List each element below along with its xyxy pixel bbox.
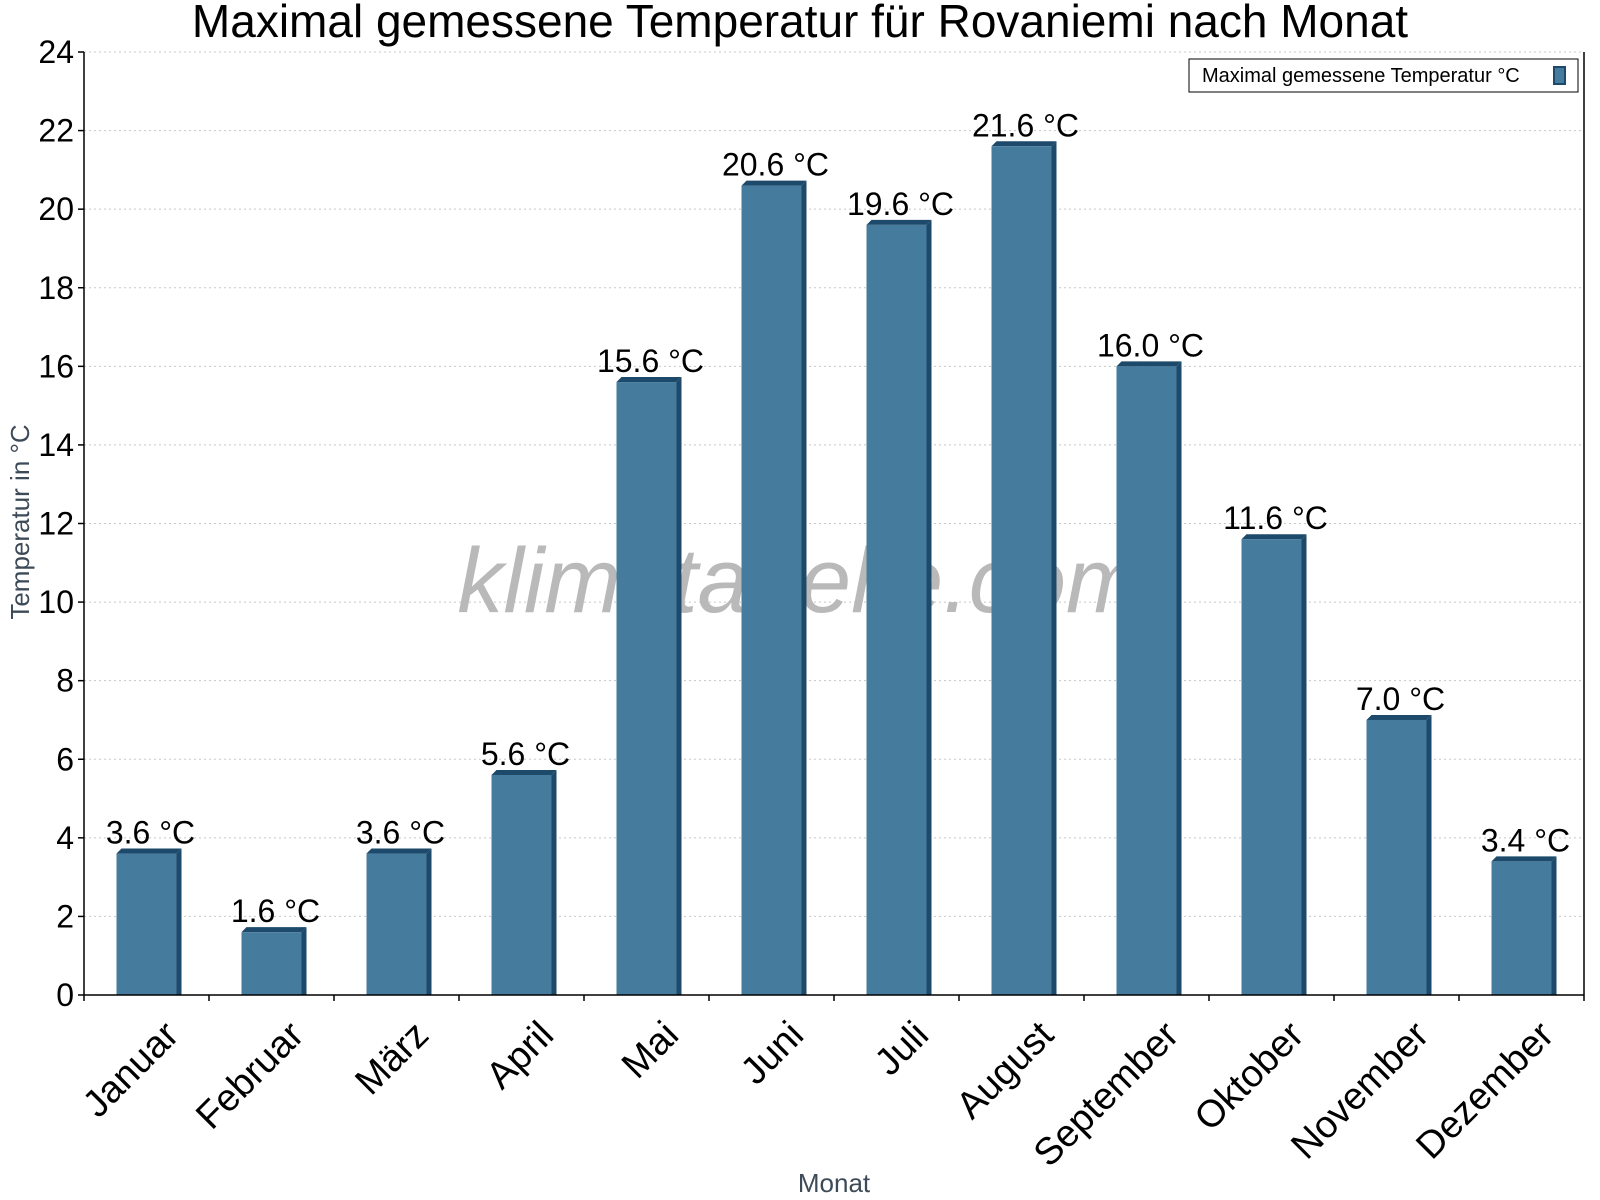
value-label: 11.6 °C — [1223, 500, 1328, 536]
y-tick-label: 10 — [38, 584, 74, 620]
x-tick-label: August — [949, 1014, 1063, 1128]
y-tick-label: 14 — [38, 427, 74, 463]
bar-top — [366, 848, 432, 854]
bar-top — [1241, 534, 1307, 540]
bar-side — [551, 769, 557, 995]
bar-september — [1116, 361, 1182, 995]
legend-swatch — [1553, 66, 1566, 85]
bar — [1116, 366, 1177, 995]
bar-februar — [241, 927, 307, 995]
y-tick-label: 12 — [38, 506, 74, 542]
y-tick-label: 16 — [38, 348, 74, 384]
value-label: 3.4 °C — [1481, 822, 1570, 858]
bar — [116, 853, 177, 995]
bar — [1241, 539, 1302, 995]
y-tick-label: 2 — [56, 898, 74, 934]
bar-side — [1051, 141, 1057, 996]
x-tick-label: Januar — [75, 1014, 187, 1126]
bar-top — [991, 141, 1057, 147]
bar — [616, 382, 677, 995]
legend-label: Maximal gemessene Temperatur °C — [1202, 65, 1520, 87]
bars — [116, 141, 1557, 996]
legend: Maximal gemessene Temperatur °C — [1188, 58, 1579, 93]
bar-top — [1491, 856, 1557, 862]
value-label: 7.0 °C — [1356, 681, 1445, 717]
x-tick-label: Dezember — [1408, 1014, 1562, 1168]
bar-top — [616, 377, 682, 383]
y-tick-label: 24 — [38, 34, 74, 70]
x-tick-label: März — [348, 1014, 437, 1103]
legend-box — [1188, 58, 1579, 93]
bar-april — [491, 769, 557, 995]
bar-märz — [366, 848, 432, 995]
grid-lines — [84, 51, 1584, 917]
bar-side — [676, 377, 682, 995]
bar-side — [176, 848, 182, 995]
y-axis-title: Temperatur in °C — [5, 424, 35, 619]
bar-november — [1366, 714, 1432, 995]
bar-side — [801, 180, 807, 995]
bar-side — [1301, 534, 1307, 995]
bar-juli — [866, 219, 932, 996]
y-tick-label: 22 — [38, 113, 74, 149]
bar-side — [1176, 361, 1182, 995]
y-tick-label: 20 — [38, 191, 74, 227]
bar-juni — [741, 180, 807, 995]
x-axis-title: Monat — [798, 1168, 871, 1198]
value-label: 20.6 °C — [722, 147, 829, 183]
x-tick-label: Juni — [733, 1014, 812, 1093]
bar — [1366, 719, 1427, 995]
value-label: 15.6 °C — [597, 343, 704, 379]
bar — [491, 774, 552, 995]
bar-mai — [616, 377, 682, 995]
chart-title: Maximal gemessene Temperatur für Rovanie… — [192, 0, 1408, 47]
bar-side — [1426, 714, 1432, 995]
bar-top — [1366, 714, 1432, 720]
x-tick-label: Mai — [614, 1014, 687, 1087]
bar-januar — [116, 848, 182, 995]
value-label: 19.6 °C — [847, 186, 954, 222]
bar — [1491, 861, 1552, 995]
bar-dezember — [1491, 856, 1557, 995]
value-label: 3.6 °C — [356, 815, 445, 851]
value-label: 16.0 °C — [1097, 327, 1204, 363]
y-tick-label: 6 — [56, 741, 74, 777]
x-tick-label: Oktober — [1187, 1014, 1313, 1140]
bar — [241, 932, 302, 995]
bar-top — [1116, 361, 1182, 367]
bar-top — [241, 927, 307, 933]
bar-oktober — [1241, 534, 1307, 995]
bar — [366, 853, 427, 995]
bar-august — [991, 141, 1057, 996]
bar — [866, 224, 927, 996]
y-tick-label: 18 — [38, 270, 74, 306]
y-tick-label: 4 — [56, 820, 74, 856]
bar-side — [426, 848, 432, 995]
x-tick-label: Juli — [867, 1014, 937, 1084]
bar — [741, 185, 802, 995]
bar — [991, 146, 1052, 996]
bar-top — [741, 180, 807, 186]
value-label: 1.6 °C — [231, 893, 320, 929]
bar-top — [116, 848, 182, 854]
x-tick-label: Februar — [188, 1014, 312, 1138]
value-labels: 3.6 °C 1.6 °C 3.6 °C 5.6 °C 15.6 °C 20.6 °C 19… — [106, 107, 1570, 929]
value-label: 21.6 °C — [972, 107, 1079, 143]
y-tick-label: 8 — [56, 663, 74, 699]
x-tick-label: April — [479, 1014, 562, 1097]
bar-top — [866, 219, 932, 225]
bar-side — [1551, 856, 1557, 995]
value-label: 5.6 °C — [481, 736, 570, 772]
y-tick-label: 0 — [56, 977, 74, 1013]
value-label: 3.6 °C — [106, 815, 195, 851]
bar-side — [301, 927, 307, 995]
bar-side — [926, 219, 932, 996]
x-tick-labels: Januar Februar März April Mai Juni Juli AugustS… — [75, 995, 1585, 1175]
bar-top — [491, 769, 557, 775]
